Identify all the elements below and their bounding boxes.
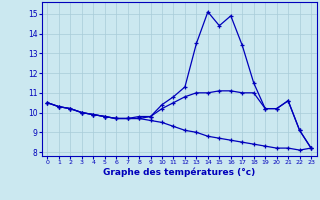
X-axis label: Graphe des températures (°c): Graphe des températures (°c) [103,168,255,177]
